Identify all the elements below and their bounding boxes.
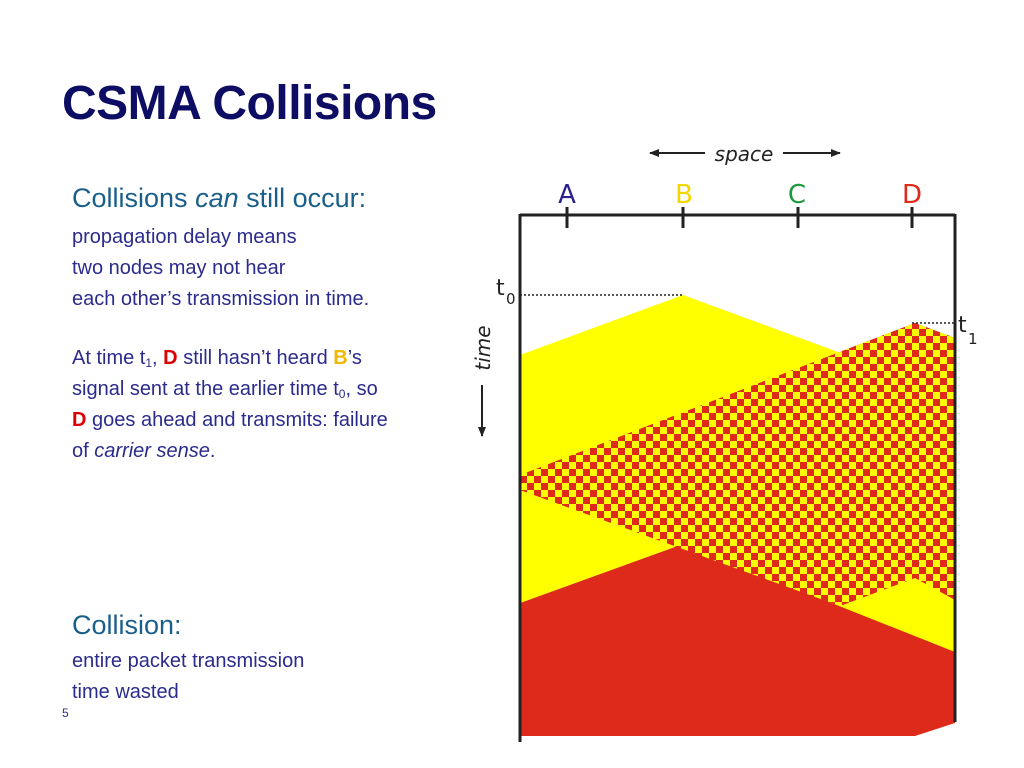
body-line: D goes ahead and transmits: failure [72, 405, 388, 436]
subscript: 1 [145, 356, 153, 370]
space-label: space [715, 142, 774, 166]
body-line: propagation delay means [72, 226, 297, 248]
text: At time t [72, 347, 146, 369]
section1-heading: Collisions can still occur: [72, 183, 366, 214]
subscript: 0 [338, 387, 346, 401]
node-a-label: A [558, 180, 576, 210]
heading-text: still occur: [246, 183, 367, 213]
node-d-label: D [163, 347, 178, 369]
body-line: time wasted [72, 681, 179, 703]
body-line: of carrier sense. [72, 436, 388, 467]
text: of [72, 440, 89, 462]
text: ’s [347, 347, 362, 369]
text: goes ahead and transmits: failure [92, 409, 388, 431]
red-transmission-lower [520, 544, 955, 736]
t0-label: t [496, 276, 505, 301]
body-line: each other’s transmission in time. [72, 288, 370, 310]
body-line: entire packet transmission [72, 650, 305, 672]
section3-body: entire packet transmission time wasted [72, 646, 304, 708]
node-c-label: C [788, 180, 806, 210]
collision-region [520, 323, 955, 606]
text: . [209, 440, 216, 462]
node-d-label: D [902, 180, 922, 210]
t1-label: t [958, 313, 967, 338]
slide-number: 5 [62, 706, 69, 720]
emphasis-text: carrier sense [94, 440, 210, 462]
time-label: time [471, 325, 495, 370]
text: , [152, 347, 158, 369]
section1-body: propagation delay means two nodes may no… [72, 222, 369, 315]
text: , so [345, 378, 378, 400]
body-line: two nodes may not hear [72, 257, 286, 279]
section3-heading: Collision: [72, 610, 182, 640]
text: still hasn’t heard [183, 347, 328, 369]
body-line: At time t1, D still hasn’t heard B’s [72, 343, 388, 374]
section2-body: At time t1, D still hasn’t heard B’s sig… [72, 343, 388, 467]
heading-emphasis: can [195, 183, 239, 213]
node-b-label: B [333, 347, 348, 369]
node-d-label: D [72, 409, 87, 431]
t0-subscript: 0 [506, 290, 516, 308]
body-line: signal sent at the earlier time t0, so [72, 374, 388, 405]
node-b-label: B [675, 180, 693, 210]
t1-subscript: 1 [968, 330, 978, 348]
slide-title: CSMA Collisions [62, 77, 437, 130]
text: signal sent at the earlier time t [72, 378, 339, 400]
heading-text: Collisions [72, 183, 188, 213]
